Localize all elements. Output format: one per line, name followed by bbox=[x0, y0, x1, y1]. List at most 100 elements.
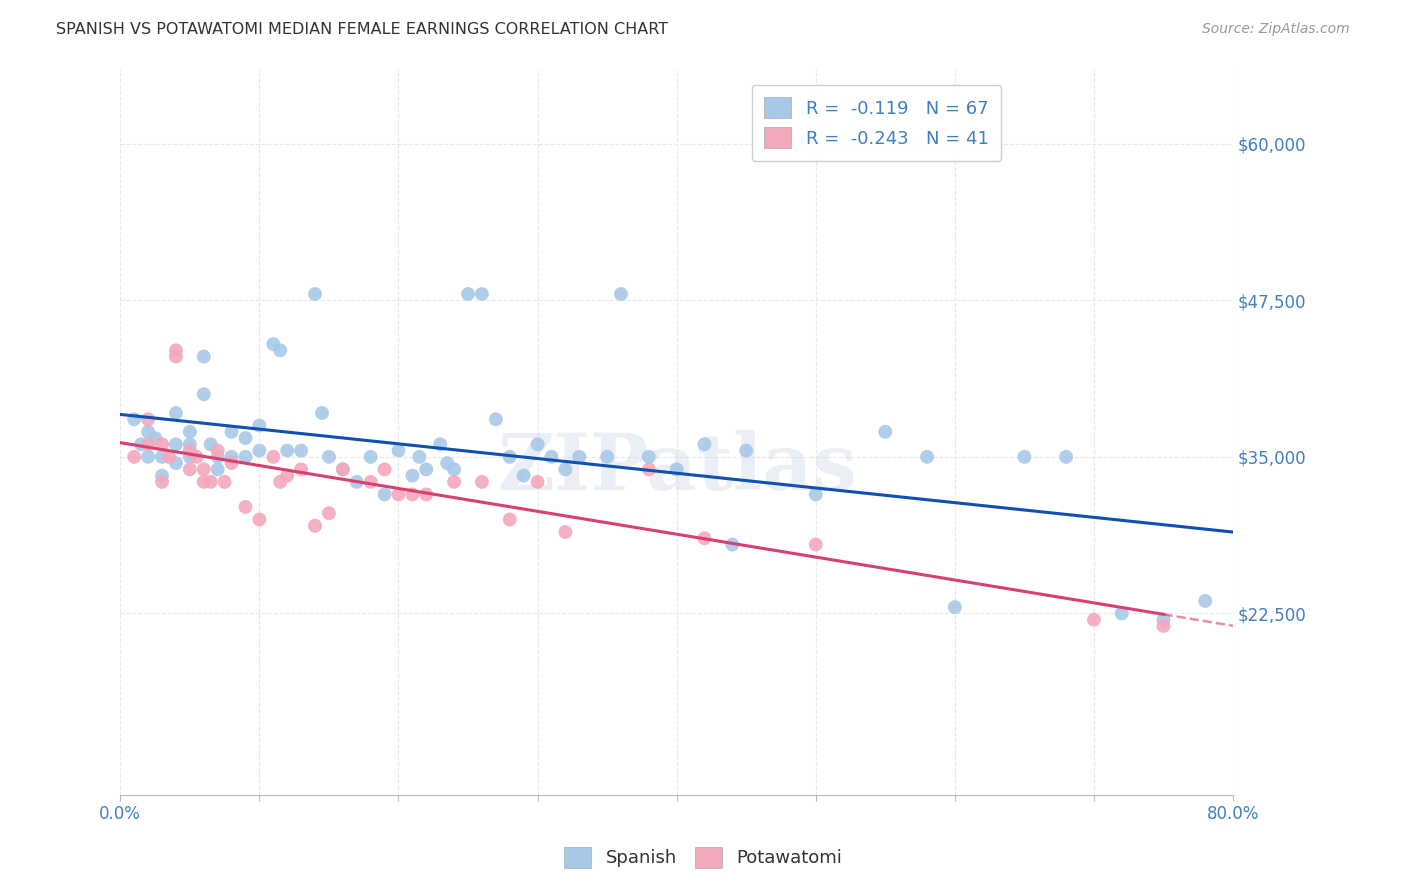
Point bbox=[262, 450, 284, 464]
Point bbox=[804, 537, 827, 551]
Point bbox=[568, 450, 591, 464]
Point bbox=[235, 431, 257, 445]
Point bbox=[136, 412, 159, 426]
Point bbox=[332, 462, 354, 476]
Point bbox=[193, 475, 215, 489]
Point bbox=[1194, 594, 1216, 608]
Point bbox=[165, 343, 187, 358]
Point bbox=[235, 500, 257, 514]
Point bbox=[526, 475, 548, 489]
Point bbox=[143, 431, 166, 445]
Point bbox=[221, 456, 243, 470]
Point bbox=[665, 462, 688, 476]
Point bbox=[193, 462, 215, 476]
Point bbox=[179, 437, 201, 451]
Point bbox=[200, 437, 222, 451]
Point bbox=[471, 475, 494, 489]
Point bbox=[693, 437, 716, 451]
Legend: R =  -0.119   N = 67, R =  -0.243   N = 41: R = -0.119 N = 67, R = -0.243 N = 41 bbox=[752, 85, 1001, 161]
Point bbox=[1111, 607, 1133, 621]
Point bbox=[693, 531, 716, 545]
Point bbox=[443, 462, 465, 476]
Point bbox=[165, 350, 187, 364]
Point bbox=[915, 450, 938, 464]
Point bbox=[157, 450, 180, 464]
Point bbox=[276, 443, 298, 458]
Point bbox=[207, 462, 229, 476]
Point bbox=[207, 450, 229, 464]
Point bbox=[193, 350, 215, 364]
Point bbox=[165, 456, 187, 470]
Point bbox=[443, 475, 465, 489]
Point bbox=[150, 437, 173, 451]
Point bbox=[526, 437, 548, 451]
Point bbox=[804, 487, 827, 501]
Point bbox=[436, 456, 458, 470]
Point bbox=[346, 475, 368, 489]
Point bbox=[1054, 450, 1077, 464]
Point bbox=[247, 512, 270, 526]
Point bbox=[401, 487, 423, 501]
Point bbox=[311, 406, 333, 420]
Point bbox=[150, 468, 173, 483]
Point bbox=[401, 468, 423, 483]
Point bbox=[387, 487, 409, 501]
Point bbox=[943, 600, 966, 615]
Point bbox=[235, 450, 257, 464]
Point bbox=[415, 487, 437, 501]
Point bbox=[637, 462, 659, 476]
Point bbox=[875, 425, 897, 439]
Point bbox=[332, 462, 354, 476]
Point bbox=[290, 462, 312, 476]
Point bbox=[193, 387, 215, 401]
Point bbox=[304, 287, 326, 301]
Point bbox=[471, 287, 494, 301]
Point bbox=[150, 450, 173, 464]
Point bbox=[186, 450, 208, 464]
Point bbox=[269, 475, 291, 489]
Point bbox=[457, 287, 479, 301]
Point bbox=[499, 512, 522, 526]
Point bbox=[512, 468, 534, 483]
Text: ZIPatlas: ZIPatlas bbox=[496, 430, 856, 506]
Point bbox=[610, 287, 633, 301]
Point bbox=[554, 524, 576, 539]
Point bbox=[247, 418, 270, 433]
Point bbox=[179, 450, 201, 464]
Point bbox=[318, 506, 340, 520]
Point bbox=[360, 475, 382, 489]
Point bbox=[262, 337, 284, 351]
Point bbox=[735, 443, 758, 458]
Point bbox=[485, 412, 508, 426]
Point bbox=[387, 443, 409, 458]
Point bbox=[304, 518, 326, 533]
Point bbox=[247, 443, 270, 458]
Point bbox=[179, 443, 201, 458]
Point bbox=[150, 475, 173, 489]
Point bbox=[1083, 613, 1105, 627]
Point bbox=[318, 450, 340, 464]
Point bbox=[721, 537, 744, 551]
Point bbox=[360, 450, 382, 464]
Point bbox=[637, 450, 659, 464]
Point bbox=[540, 450, 562, 464]
Point bbox=[499, 450, 522, 464]
Point bbox=[179, 425, 201, 439]
Point bbox=[136, 425, 159, 439]
Point bbox=[269, 343, 291, 358]
Point bbox=[221, 450, 243, 464]
Point bbox=[408, 450, 430, 464]
Text: SPANISH VS POTAWATOMI MEDIAN FEMALE EARNINGS CORRELATION CHART: SPANISH VS POTAWATOMI MEDIAN FEMALE EARN… bbox=[56, 22, 668, 37]
Point bbox=[179, 462, 201, 476]
Point bbox=[290, 443, 312, 458]
Point bbox=[554, 462, 576, 476]
Point bbox=[1014, 450, 1036, 464]
Point bbox=[1153, 613, 1175, 627]
Point bbox=[374, 462, 396, 476]
Point bbox=[374, 487, 396, 501]
Legend: Spanish, Potawatomi: Spanish, Potawatomi bbox=[553, 836, 853, 879]
Point bbox=[122, 412, 145, 426]
Point bbox=[165, 406, 187, 420]
Point bbox=[1153, 619, 1175, 633]
Point bbox=[165, 437, 187, 451]
